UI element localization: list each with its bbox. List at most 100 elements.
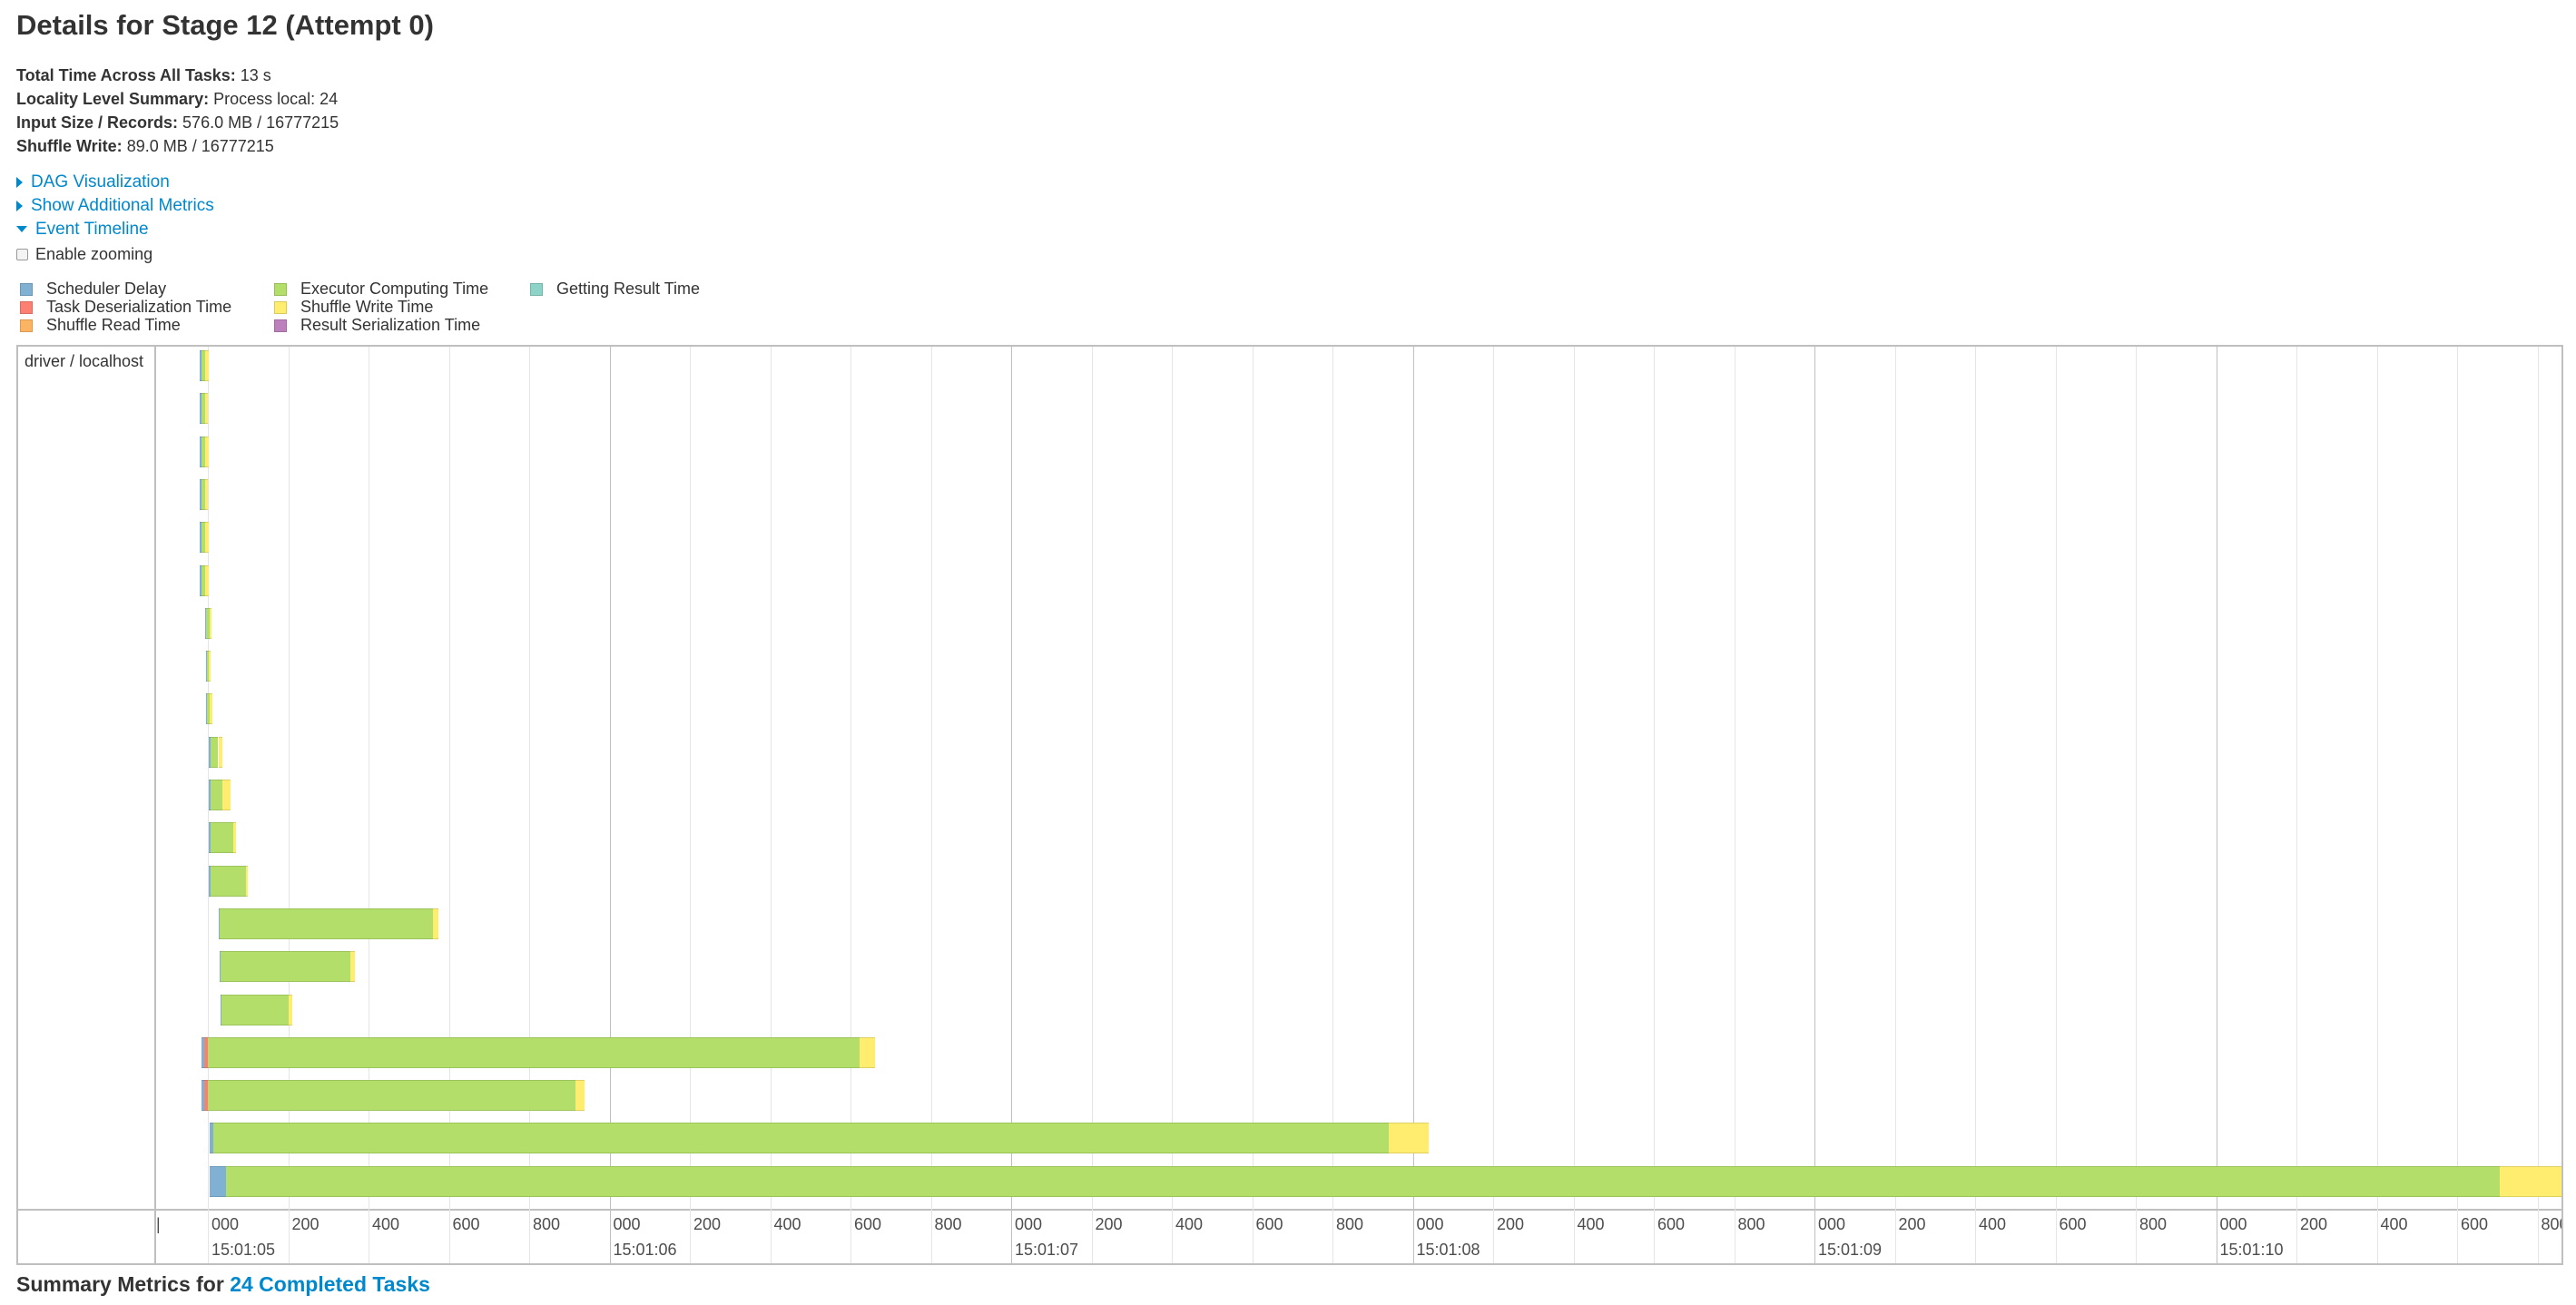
task-bar-write[interactable] — [204, 436, 210, 467]
axis-tick-label: 800 — [934, 1215, 962, 1233]
task-bar-sched[interactable] — [200, 350, 202, 381]
task-bar-sched[interactable] — [209, 736, 211, 768]
task-bar-sched[interactable] — [220, 994, 222, 1025]
task-bar-write[interactable] — [245, 865, 249, 897]
grid-line-minor — [2457, 347, 2458, 1263]
task-bar-write[interactable] — [209, 607, 212, 639]
legend-swatch — [20, 282, 33, 296]
legend-swatch — [274, 300, 287, 314]
task-bar-compute[interactable] — [225, 1165, 2501, 1197]
axis-tick-label: 000 — [211, 1215, 240, 1233]
axis-tick-label: 600 — [2059, 1215, 2087, 1233]
task-bar-sched[interactable] — [210, 1123, 213, 1154]
task-bar-compute[interactable] — [202, 564, 205, 596]
task-bar-write[interactable] — [204, 393, 209, 425]
task-bar-write[interactable] — [204, 350, 210, 381]
legend-label: Shuffle Read Time — [46, 316, 181, 334]
grid-line-minor — [850, 347, 851, 1263]
task-bar-sched[interactable] — [202, 1080, 204, 1112]
task-bar-compute[interactable] — [212, 1123, 1389, 1154]
task-bar-write[interactable] — [232, 822, 236, 854]
task-bar-sched[interactable] — [200, 393, 202, 425]
task-bar-compute[interactable] — [202, 436, 205, 467]
task-bar-write[interactable] — [288, 994, 293, 1025]
task-bar-compute[interactable] — [210, 865, 246, 897]
event-timeline[interactable]: driver / localhost | 000 15:01:05 200 400 600… — [16, 345, 2563, 1265]
legend-label: Task Deserialization Time — [46, 298, 232, 316]
grid-line-minor — [1975, 347, 1976, 1263]
task-bar-compute[interactable] — [202, 350, 205, 381]
completed-tasks-link[interactable]: 24 Completed Tasks — [230, 1272, 430, 1296]
legend-swatch — [20, 300, 33, 314]
grid-line-minor — [1573, 347, 1575, 1263]
grid-line-minor — [1894, 347, 1896, 1263]
task-bar-sched[interactable] — [204, 607, 207, 639]
task-bar-sched[interactable] — [200, 564, 202, 596]
task-bar-write[interactable] — [204, 564, 210, 596]
task-bar-write[interactable] — [221, 780, 231, 810]
additional-metrics-toggle[interactable]: Show Additional Metrics — [16, 196, 214, 216]
task-bar-write[interactable] — [209, 651, 211, 682]
task-bar-compute[interactable] — [210, 780, 222, 810]
task-bar-compute[interactable] — [210, 736, 219, 768]
task-bar-write[interactable] — [859, 1036, 875, 1068]
caret-right-icon — [16, 200, 23, 211]
legend-executor-computing-time: Executor Computing Time — [274, 280, 488, 299]
task-bar-write[interactable] — [349, 951, 355, 983]
task-bar-compute[interactable] — [210, 822, 233, 854]
task-bar-sched[interactable] — [200, 478, 202, 510]
task-bar-compute[interactable] — [221, 951, 350, 983]
task-bar-write[interactable] — [204, 478, 209, 510]
event-timeline-toggle[interactable]: Event Timeline — [16, 220, 149, 240]
task-bar-compute[interactable] — [202, 522, 205, 554]
axis-tick-label: 200 — [291, 1215, 320, 1233]
task-bar-write[interactable] — [432, 908, 439, 939]
dag-visualization-toggle[interactable]: DAG Visualization — [16, 172, 170, 192]
axis-tick-label: 600 — [1657, 1215, 1686, 1233]
task-bar-compute[interactable] — [207, 1036, 860, 1068]
axis-tick-label: 000 — [1818, 1215, 1846, 1233]
axis-time-label: 15:01:07 — [1015, 1241, 1079, 1259]
task-bar-compute[interactable] — [221, 994, 289, 1025]
grid-line-major — [208, 347, 209, 1263]
grid-line-major — [1814, 347, 1815, 1263]
task-bar-sched[interactable] — [200, 436, 202, 467]
task-bar-sched[interactable] — [209, 780, 211, 810]
axis-tick-label: 800 — [1737, 1215, 1765, 1233]
task-bar-sched[interactable] — [210, 1165, 226, 1197]
legend-label: Result Serialization Time — [300, 316, 481, 334]
task-bar-compute[interactable] — [202, 393, 205, 425]
task-bar-write[interactable] — [575, 1080, 585, 1112]
task-bar-sched[interactable] — [209, 822, 211, 854]
task-bar-compute[interactable] — [206, 607, 210, 639]
enable-zooming-row[interactable]: Enable zooming — [16, 245, 152, 264]
task-bar-compute[interactable] — [202, 478, 205, 510]
task-bar-compute[interactable] — [206, 651, 210, 682]
grid-line-minor — [448, 347, 450, 1263]
axis-tick-label: 000 — [1416, 1215, 1444, 1233]
enable-zooming-checkbox[interactable] — [16, 249, 28, 260]
task-bar-write[interactable] — [218, 736, 222, 768]
task-bar-compute[interactable] — [207, 1080, 576, 1112]
task-bar-write[interactable] — [210, 693, 212, 725]
task-bar-sched[interactable] — [209, 865, 211, 897]
task-bar-sched[interactable] — [218, 908, 221, 939]
legend-shuffle-read-time: Shuffle Read Time — [20, 316, 181, 335]
caret-right-icon — [16, 176, 23, 188]
task-bar-compute[interactable] — [220, 908, 433, 939]
task-bar-write[interactable] — [204, 522, 210, 554]
label-divider — [154, 347, 156, 1263]
task-bar-sched[interactable] — [202, 1036, 204, 1068]
axis-tick-label: 400 — [2380, 1215, 2408, 1233]
task-bar-sched[interactable] — [219, 951, 221, 983]
task-bar-compute[interactable] — [206, 693, 211, 725]
task-bar-write[interactable] — [1388, 1123, 1430, 1154]
axis-tick-label: 000 — [2219, 1215, 2247, 1233]
grid-line-major — [1412, 347, 1414, 1263]
task-bar-write[interactable] — [2500, 1165, 2561, 1197]
task-bar-sched[interactable] — [200, 522, 202, 554]
task-bar-deser[interactable] — [204, 1036, 208, 1068]
task-bar-deser[interactable] — [204, 1080, 208, 1112]
summary-metrics-heading: Summary Metrics for 24 Completed Tasks — [16, 1272, 430, 1297]
axis-tick-label: 200 — [1898, 1215, 1926, 1233]
